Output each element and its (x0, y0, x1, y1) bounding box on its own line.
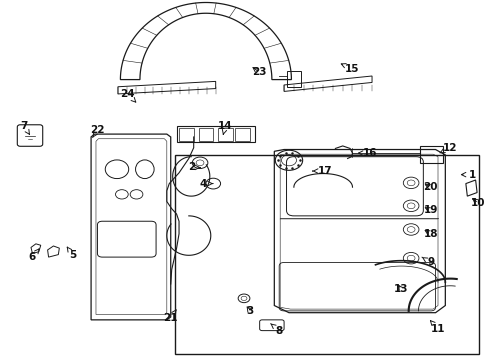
Text: 17: 17 (313, 166, 333, 176)
Bar (198, 128, 213, 140)
Text: 18: 18 (423, 229, 438, 239)
Text: 22: 22 (90, 125, 105, 138)
Text: 8: 8 (270, 324, 283, 336)
Text: 9: 9 (422, 257, 434, 267)
Text: 15: 15 (341, 64, 360, 74)
Text: 2: 2 (188, 162, 200, 172)
Text: 3: 3 (246, 306, 253, 316)
Text: 10: 10 (471, 198, 486, 208)
Text: 4: 4 (200, 179, 213, 189)
Text: 14: 14 (218, 121, 233, 134)
Bar (179, 128, 194, 140)
Text: 23: 23 (252, 67, 267, 77)
Text: 7: 7 (21, 121, 29, 134)
Text: 20: 20 (423, 182, 438, 192)
Text: 1: 1 (462, 170, 476, 180)
Text: 19: 19 (423, 206, 438, 216)
Bar (287, 71, 301, 87)
Text: 21: 21 (164, 310, 178, 323)
Bar (218, 128, 233, 140)
Text: 12: 12 (440, 143, 458, 153)
Bar (420, 145, 443, 163)
Text: 5: 5 (67, 247, 76, 260)
Text: 13: 13 (394, 284, 409, 294)
Text: 16: 16 (359, 148, 377, 158)
Bar (235, 128, 250, 140)
Bar (176, 126, 255, 142)
Text: 24: 24 (121, 89, 136, 102)
Text: 11: 11 (430, 321, 445, 334)
Text: 6: 6 (29, 249, 39, 262)
Bar (175, 155, 479, 354)
